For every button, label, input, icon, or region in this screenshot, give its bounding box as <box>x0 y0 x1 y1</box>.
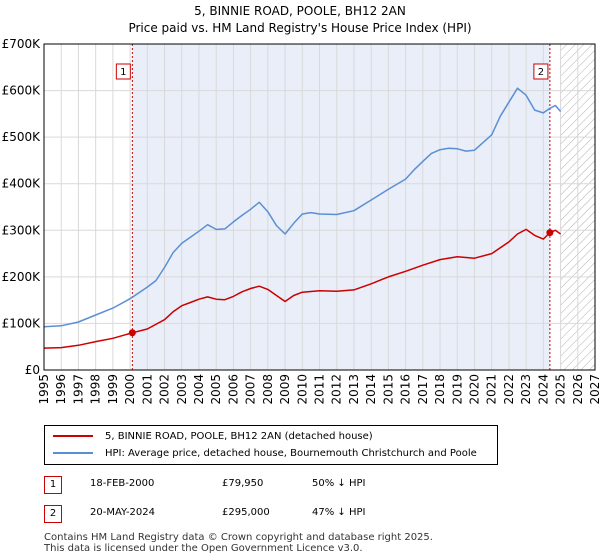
sale-price: £295,000 <box>222 507 270 518</box>
x-tick-label: 1995 <box>37 374 51 405</box>
x-tick-label: 2014 <box>364 374 378 405</box>
sale-label: 1 <box>115 63 131 80</box>
x-tick-label: 2006 <box>226 374 240 405</box>
sale-row-2: 2 20-MAY-2024 £295,000 47% ↓ HPI <box>44 505 464 523</box>
y-tick-label: £600K <box>2 84 42 98</box>
x-tick-label: 2018 <box>433 374 447 405</box>
sale-price: £79,950 <box>222 478 264 489</box>
legend-item-hpi: HPI: Average price, detached house, Bour… <box>53 445 477 461</box>
sale-hpi-relation: 47% ↓ HPI <box>312 507 366 518</box>
y-tick-label: £0 <box>25 363 40 377</box>
x-tick-label: 2010 <box>295 374 309 405</box>
x-tick-label: 2022 <box>502 374 516 405</box>
legend-property-label: 5, BINNIE ROAD, POOLE, BH12 2AN (detache… <box>105 430 373 442</box>
sale-number-badge: 1 <box>44 476 62 494</box>
x-tick-label: 2025 <box>554 374 568 405</box>
sale-date: 18-FEB-2000 <box>90 478 155 489</box>
sale-label-text: 2 <box>538 67 544 78</box>
hpi-line <box>43 87 562 328</box>
footer-license: This data is licensed under the Open Gov… <box>44 543 363 554</box>
x-tick-label: 2013 <box>347 374 361 405</box>
x-tick-label: 2016 <box>399 374 413 405</box>
sale-point <box>546 229 554 237</box>
y-tick-label: £200K <box>2 270 42 284</box>
x-tick-label: 2001 <box>140 374 154 405</box>
chart-title: 5, BINNIE ROAD, POOLE, BH12 2AN <box>194 4 406 18</box>
x-tick-label: 2012 <box>330 374 344 405</box>
x-tick-label: 1999 <box>106 374 120 405</box>
y-tick-label: £400K <box>2 177 42 191</box>
x-tick-label: 2026 <box>571 374 585 405</box>
x-tick-label: 1997 <box>71 374 85 405</box>
x-tick-label: 2005 <box>209 374 223 405</box>
sale-label-text: 1 <box>120 67 126 78</box>
sale-label-box <box>115 63 131 80</box>
sale-number-badge: 2 <box>44 505 62 523</box>
x-tick-label: 2011 <box>313 374 327 405</box>
price-chart: 1 2 £0 £100K £200K £300K £400K £500K £600K £700K 1… <box>2 37 600 405</box>
x-tick-label: 2017 <box>416 374 430 405</box>
property-price-line <box>43 228 562 349</box>
sale-date: 20-MAY-2024 <box>90 507 156 518</box>
x-tick-label: 2023 <box>519 374 533 405</box>
x-tick-label: 2007 <box>244 374 258 405</box>
x-tick-label: 2019 <box>450 374 464 405</box>
x-tick-label: 2009 <box>278 374 292 405</box>
y-tick-label: £100K <box>2 316 42 330</box>
ownership-period-band <box>132 44 550 370</box>
chart-subtitle: Price paid vs. HM Land Registry's House … <box>128 21 472 35</box>
sale-label-box <box>533 63 549 80</box>
property-line-swatch <box>53 435 93 437</box>
sale-point <box>128 329 136 337</box>
y-tick-label: £300K <box>2 223 42 237</box>
y-tick-label: £500K <box>2 130 42 144</box>
x-tick-label: 2004 <box>192 374 206 405</box>
plot-border <box>43 43 596 371</box>
x-tick-label: 2002 <box>158 374 172 405</box>
x-tick-label: 2008 <box>261 374 275 405</box>
footer-copyright: Contains HM Land Registry data © Crown c… <box>44 532 433 543</box>
sale-row-1: 1 18-FEB-2000 £79,950 50% ↓ HPI <box>44 476 464 494</box>
legend-hpi-label: HPI: Average price, detached house, Bour… <box>105 447 477 459</box>
y-tick-label: £700K <box>2 37 42 51</box>
x-tick-label: 2000 <box>123 374 137 405</box>
sale-hpi-relation: 50% ↓ HPI <box>312 478 366 489</box>
legend-item-property: 5, BINNIE ROAD, POOLE, BH12 2AN (detache… <box>53 428 373 444</box>
x-tick-label: 2003 <box>175 374 189 405</box>
hpi-line-swatch <box>53 452 93 454</box>
x-tick-label: 2021 <box>485 374 499 405</box>
x-tick-label: 2015 <box>381 374 395 405</box>
x-tick-label: 2020 <box>467 374 481 405</box>
sale-label: 2 <box>533 63 549 80</box>
x-tick-label: 2027 <box>588 374 600 405</box>
x-tick-label: 1998 <box>89 374 103 405</box>
legend: 5, BINNIE ROAD, POOLE, BH12 2AN (detache… <box>44 425 498 465</box>
x-tick-label: 1996 <box>54 374 68 405</box>
x-tick-label: 2024 <box>536 374 550 405</box>
